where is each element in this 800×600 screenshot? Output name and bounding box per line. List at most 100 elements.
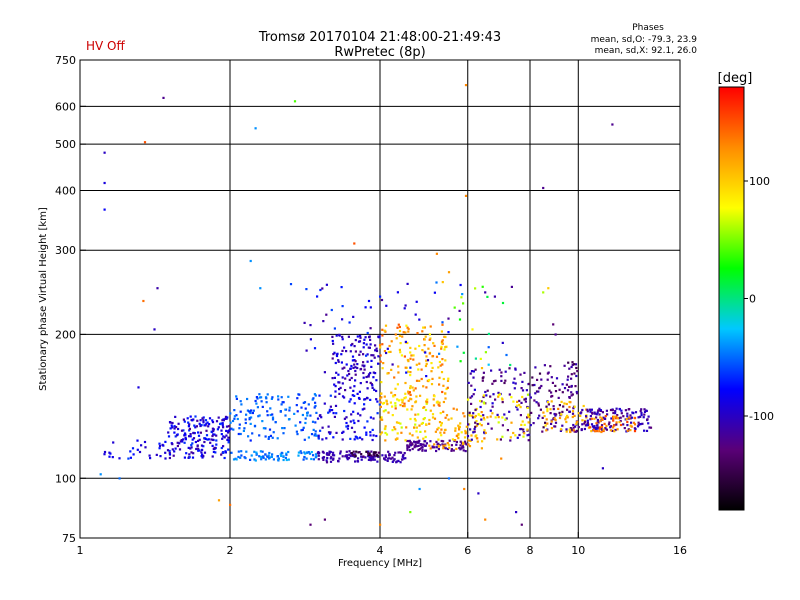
echo-point: [550, 400, 553, 403]
chart-subtitle: RwPretec (8p): [334, 45, 425, 60]
echo-point: [543, 415, 546, 418]
echo-point: [369, 398, 372, 401]
echo-point: [351, 355, 355, 358]
echo-point: [410, 398, 413, 401]
echo-point: [328, 453, 331, 456]
echo-point: [249, 411, 252, 415]
echo-point: [177, 422, 180, 425]
echo-point: [417, 413, 420, 416]
echo-point: [201, 456, 204, 459]
echo-point: [176, 444, 179, 448]
echo-point: [334, 395, 337, 398]
echo-point: [416, 332, 419, 335]
echo-point: [438, 421, 442, 424]
echo-point: [408, 439, 411, 442]
echo-point: [277, 398, 280, 401]
echo-point: [202, 416, 205, 419]
echo-point: [491, 412, 494, 415]
echo-point: [567, 361, 570, 364]
echo-point: [383, 427, 387, 430]
echo-point: [491, 405, 494, 408]
echo-point: [335, 431, 338, 434]
echo-point: [529, 396, 532, 399]
echo-point: [604, 415, 607, 418]
echo-point: [384, 324, 388, 327]
echo-point: [372, 458, 375, 461]
echo-point: [251, 432, 254, 435]
echo-point: [480, 447, 483, 450]
echo-point: [202, 454, 205, 457]
echo-point: [385, 399, 388, 402]
echo-point: [359, 334, 362, 337]
echo-point: [250, 454, 253, 457]
y-tick-label: 100: [55, 472, 76, 485]
echo-point: [362, 353, 365, 356]
echo-point: [599, 416, 602, 419]
echo-point: [209, 441, 212, 444]
echo-point: [269, 434, 272, 437]
echo-point: [409, 417, 412, 421]
echo-point: [469, 428, 472, 431]
echo-point: [574, 363, 578, 366]
echo-point: [319, 288, 322, 292]
echo-point: [372, 456, 375, 459]
echo-point: [370, 450, 373, 453]
echo-point: [240, 450, 243, 453]
echo-point: [406, 444, 409, 447]
echo-point: [426, 398, 429, 401]
echo-point: [365, 380, 368, 384]
echo-point: [156, 287, 159, 290]
echo-point: [432, 342, 435, 345]
echo-point: [412, 354, 415, 357]
echo-point: [262, 455, 265, 458]
echo-point: [406, 326, 409, 329]
echo-point: [486, 416, 489, 419]
echo-point: [395, 337, 398, 340]
echo-point: [561, 410, 564, 413]
echo-point: [204, 424, 207, 427]
echo-point: [396, 460, 399, 463]
echo-point: [550, 391, 553, 394]
x-tick-label: 16: [673, 544, 687, 557]
echo-point: [366, 360, 369, 363]
y-tick-label: 750: [55, 54, 76, 67]
echo-point: [363, 426, 366, 429]
echo-point: [341, 305, 344, 308]
echo-point: [285, 458, 288, 462]
echo-point: [366, 387, 369, 390]
phase-colorbar: [718, 86, 745, 511]
echo-point: [369, 306, 372, 309]
echo-point: [369, 371, 372, 375]
echo-point: [325, 459, 328, 462]
echo-point: [242, 429, 245, 432]
echo-point: [274, 421, 277, 424]
echo-point: [616, 428, 619, 431]
echo-point: [392, 395, 395, 398]
echo-point: [237, 450, 240, 453]
echo-point: [537, 417, 540, 420]
echo-point: [464, 429, 467, 432]
echo-point: [203, 424, 206, 427]
echo-point: [447, 271, 451, 274]
echo-point: [258, 414, 261, 417]
echo-point: [419, 443, 422, 446]
echo-point: [379, 418, 382, 421]
echo-point: [344, 389, 347, 392]
echo-point: [303, 321, 306, 324]
echo-point: [299, 450, 302, 453]
echo-point: [249, 422, 252, 425]
echo-point: [409, 393, 412, 396]
echo-point: [514, 382, 517, 385]
echo-point: [361, 364, 364, 367]
echo-point: [334, 390, 337, 393]
echo-point: [251, 411, 254, 415]
echo-point: [308, 452, 312, 455]
echo-point: [437, 426, 440, 429]
echo-point: [109, 452, 112, 455]
echo-point: [220, 429, 223, 432]
echo-point: [171, 421, 174, 425]
echo-point: [424, 444, 427, 447]
echo-point: [491, 402, 494, 405]
echo-point: [571, 415, 574, 419]
echo-point: [418, 439, 421, 442]
